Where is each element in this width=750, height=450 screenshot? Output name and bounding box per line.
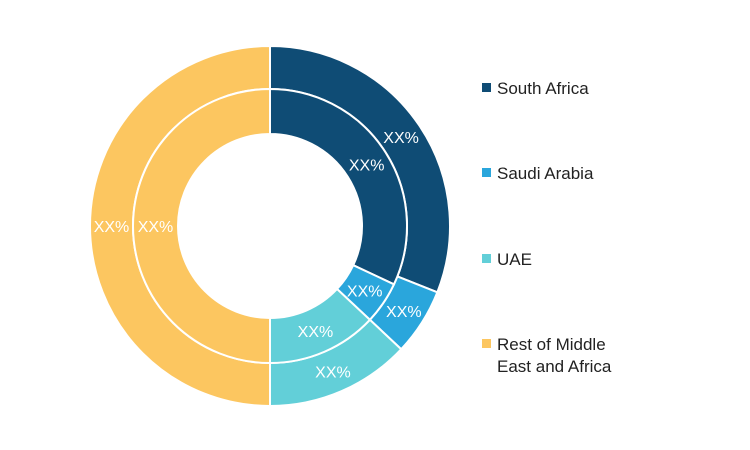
- outer-label-saudi-arabia: XX%: [386, 304, 422, 321]
- inner-slice-south-africa: [269, 87, 408, 286]
- legend-label-uae: UAE: [497, 250, 532, 269]
- inner-label-rest-of-middle-east-and-africa: XX%: [138, 219, 174, 236]
- inner-slice-rest-of-middle-east-and-africa: [132, 87, 271, 365]
- legend-item-south-africa: South Africa: [482, 78, 589, 100]
- legend-label-south-africa: South Africa: [497, 79, 589, 98]
- legend-item-uae: UAE: [482, 249, 532, 271]
- legend-label-rest-of-mea: Rest of Middle East and Africa: [497, 335, 612, 376]
- inner-label-south-africa: XX%: [349, 158, 385, 175]
- legend-label-saudi-arabia: Saudi Arabia: [497, 164, 594, 183]
- inner-label-saudi-arabia: XX%: [347, 283, 383, 300]
- legend-swatch-uae: [482, 254, 491, 263]
- legend-item-saudi-arabia: Saudi Arabia: [482, 163, 593, 185]
- legend-swatch-saudi-arabia: [482, 168, 491, 177]
- outer-label-south-africa: XX%: [383, 130, 419, 147]
- legend-swatch-rest-of-mea: [482, 339, 491, 348]
- legend-swatch-south-africa: [482, 83, 491, 92]
- inner-label-uae: XX%: [298, 324, 334, 341]
- outer-label-uae: XX%: [315, 364, 351, 381]
- legend-item-rest-of-mea: Rest of Middle East and Africa: [482, 334, 611, 378]
- outer-label-rest-of-middle-east-and-africa: XX%: [94, 219, 130, 236]
